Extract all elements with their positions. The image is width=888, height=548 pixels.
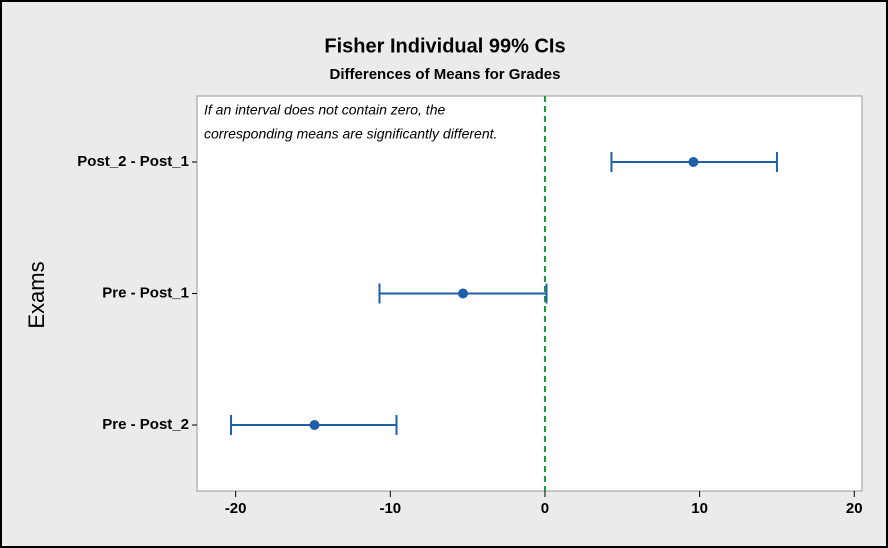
annotation: If an interval does not contain zero, th… [204,102,445,118]
mean-point [309,420,320,430]
x-tick-label: -20 [225,500,247,517]
mean-point [688,157,699,167]
y-tick-label: Pre - Post_2 [102,416,189,433]
x-tick-label: 0 [541,500,549,517]
x-tick-label: 10 [691,500,708,517]
chart-subtitle: Differences of Means for Grades [330,66,561,83]
chart-title: Fisher Individual 99% CIs [324,35,565,57]
y-tick-label: Post_2 - Post_1 [77,153,189,170]
x-tick-label: -10 [379,500,401,517]
mean-point [458,288,468,299]
annotation: corresponding means are significantly di… [204,126,497,142]
y-axis-label: Exams [24,261,49,328]
y-tick-label: Pre - Post_1 [102,284,189,301]
x-tick-label: 20 [846,500,863,517]
